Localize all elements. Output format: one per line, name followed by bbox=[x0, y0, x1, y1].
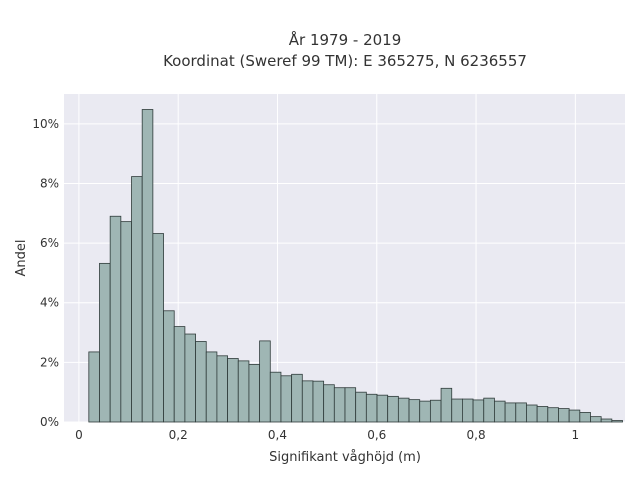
histogram-bar bbox=[237, 360, 250, 423]
histogram-bar bbox=[526, 404, 538, 423]
y-tick-label: 4% bbox=[40, 296, 59, 310]
histogram-bar bbox=[590, 416, 602, 423]
histogram-bar bbox=[227, 358, 239, 423]
x-tick-label: 0 bbox=[75, 428, 83, 442]
histogram-bar bbox=[355, 391, 367, 423]
histogram-bar bbox=[494, 400, 506, 423]
histogram-bar bbox=[397, 397, 410, 423]
histogram-bar bbox=[205, 351, 218, 423]
x-axis-ticks: 0 0,2 0,4 0,6 0,8 1 bbox=[75, 428, 579, 442]
chart-title-line-2: Koordinat (Sweref 99 TM): E 365275, N 62… bbox=[163, 52, 527, 70]
histogram-bar bbox=[387, 395, 399, 423]
y-tick-label: 6% bbox=[40, 236, 59, 250]
histogram-bar bbox=[472, 399, 485, 423]
histogram-bar bbox=[259, 340, 271, 423]
histogram-bar bbox=[333, 387, 346, 423]
y-axis-label: Andel bbox=[14, 240, 29, 277]
histogram-bar bbox=[408, 399, 421, 423]
histogram-bar bbox=[120, 221, 132, 423]
histogram-bar bbox=[312, 380, 325, 423]
histogram-bar bbox=[568, 409, 581, 423]
x-tick-label: 0,8 bbox=[467, 428, 486, 442]
histogram-bar bbox=[99, 262, 111, 423]
histogram-bar bbox=[579, 412, 591, 423]
histogram-bar bbox=[419, 400, 431, 423]
histogram-bar bbox=[291, 373, 303, 423]
x-tick-label: 0,2 bbox=[169, 428, 188, 442]
histogram-bar bbox=[611, 420, 623, 423]
histogram-bar bbox=[536, 406, 549, 423]
histogram-bar bbox=[269, 371, 282, 423]
histogram-bar bbox=[195, 341, 207, 423]
x-tick-label: 0,6 bbox=[367, 428, 386, 442]
histogram-bar bbox=[451, 398, 463, 423]
histogram-bar bbox=[323, 384, 335, 423]
chart-title-line-1: År 1979 - 2019 bbox=[289, 30, 402, 49]
histogram-bars bbox=[88, 109, 623, 423]
x-tick-label: 1 bbox=[572, 428, 580, 442]
histogram-bar bbox=[280, 375, 293, 423]
y-tick-label: 0% bbox=[40, 415, 59, 429]
histogram-bar bbox=[600, 418, 613, 423]
y-axis-ticks: 0% 2% 4% 6% 8% 10% bbox=[32, 117, 59, 429]
histogram-bar bbox=[429, 399, 442, 423]
histogram-bar bbox=[462, 398, 474, 423]
histogram-bar bbox=[184, 333, 196, 423]
histogram-bar bbox=[365, 393, 378, 423]
histogram-bar bbox=[344, 387, 357, 423]
y-tick-label: 8% bbox=[40, 176, 59, 190]
histogram-bar bbox=[547, 407, 559, 423]
histogram-bar bbox=[163, 310, 175, 423]
histogram-bar bbox=[301, 380, 314, 423]
histogram-bar bbox=[131, 176, 143, 423]
histogram-bar bbox=[440, 387, 453, 423]
y-tick-label: 10% bbox=[32, 117, 59, 131]
histogram-bar bbox=[248, 364, 261, 423]
histogram-bar bbox=[109, 215, 122, 423]
x-tick-label: 0,4 bbox=[268, 428, 287, 442]
histogram-bar bbox=[483, 397, 495, 423]
x-axis-label: Signifikant våghöjd (m) bbox=[269, 450, 421, 465]
y-tick-label: 2% bbox=[40, 355, 59, 369]
histogram-bar bbox=[376, 394, 389, 423]
histogram-bar bbox=[173, 326, 186, 423]
histogram-bar bbox=[88, 351, 100, 423]
histogram-bar bbox=[515, 402, 527, 423]
histogram-bar bbox=[141, 109, 154, 423]
histogram-bar bbox=[216, 355, 228, 423]
histogram-bar bbox=[504, 402, 517, 423]
histogram-bar bbox=[152, 233, 164, 423]
histogram-bar bbox=[558, 408, 570, 423]
